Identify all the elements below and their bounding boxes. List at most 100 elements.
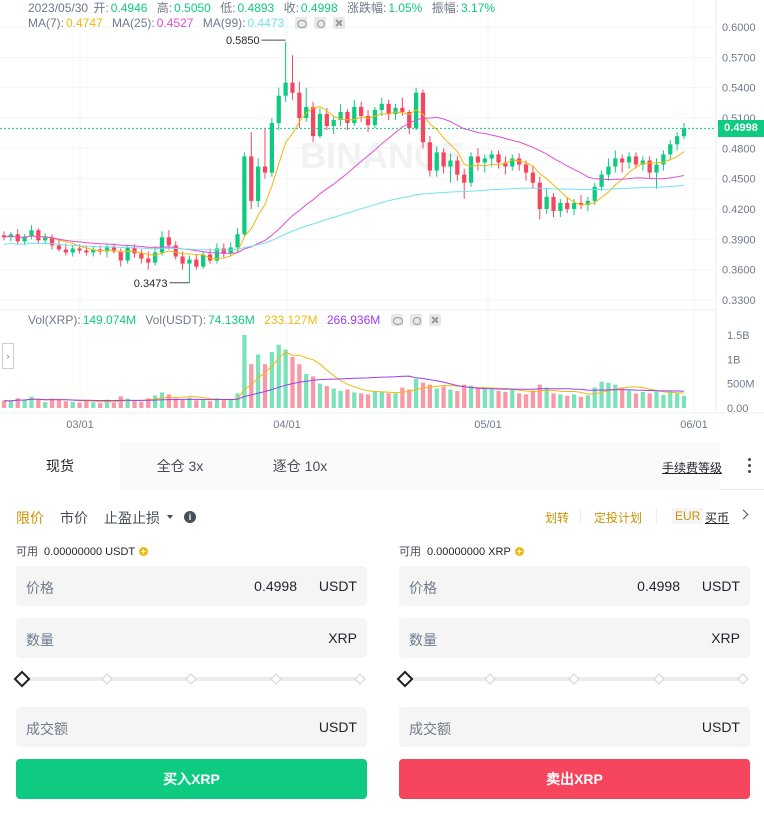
buy-quantity-field[interactable]: 数量 XRP: [16, 618, 367, 658]
ma-visibility-icon[interactable]: [294, 17, 307, 29]
candle-body: [633, 156, 639, 165]
volume-bar: [91, 402, 96, 408]
candle-body: [290, 82, 295, 93]
buy-total-field[interactable]: 成交额 USDT: [16, 707, 367, 747]
change-value: 1.05%: [388, 1, 423, 15]
candle-body: [668, 144, 673, 155]
volume-bar: [441, 386, 446, 408]
kline-chart[interactable]: 0.6000 0.5700 0.5400 0.5100 0.4800 0.4500 0.42…: [0, 0, 764, 440]
auto-invest-link[interactable]: 定投计划: [594, 511, 643, 525]
volume-bar: [262, 364, 268, 408]
candle-body: [111, 247, 117, 252]
candle-body: [606, 166, 611, 175]
candle-body: [441, 152, 446, 167]
candle-body: [475, 156, 481, 163]
tab-spot[interactable]: 现货: [0, 442, 120, 490]
info-icon[interactable]: i: [184, 511, 196, 523]
slider-handle[interactable]: [396, 670, 414, 688]
candle-body: [489, 154, 494, 159]
volume-bar: [427, 384, 432, 408]
candle-body: [599, 174, 604, 187]
candle-body: [482, 158, 487, 163]
volume-bar: [15, 398, 20, 408]
candle-body: [448, 160, 453, 167]
volume-bar: [620, 387, 625, 408]
slider-handle[interactable]: [13, 670, 31, 688]
order-type-tpsl[interactable]: 止盈止损: [104, 510, 160, 526]
sell-available-value: 0.00000000 XRP: [427, 546, 511, 558]
buy-crypto-link[interactable]: 买币: [705, 511, 730, 525]
volume-bar: [372, 390, 378, 408]
candle-body: [324, 113, 329, 127]
sell-total-field[interactable]: 成交额 USDT: [399, 707, 750, 747]
fee-level-link[interactable]: 手续费等级: [661, 461, 722, 475]
vol-visibility-icon[interactable]: [390, 314, 403, 326]
sell-button[interactable]: 卖出XRP: [399, 759, 750, 799]
chevron-right-icon[interactable]: [738, 509, 749, 520]
currency-badge[interactable]: EUR: [672, 508, 704, 524]
sell-percent-slider[interactable]: [396, 669, 749, 689]
candle-body: [661, 154, 666, 165]
order-type-market[interactable]: 市价: [60, 510, 88, 526]
candle-body: [36, 230, 41, 241]
volume-bar: [214, 398, 220, 408]
candle-body: [118, 251, 123, 261]
candle-body: [262, 166, 268, 173]
vol-close-icon[interactable]: [428, 314, 441, 326]
high-value: 0.5050: [174, 1, 211, 15]
candle-body: [166, 237, 171, 246]
volume-bar: [633, 393, 639, 408]
volume-bar: [201, 399, 206, 408]
candle-body: [77, 248, 82, 251]
chevron-down-icon[interactable]: [167, 515, 173, 519]
tab-isolated-10x[interactable]: 逐仓 10x: [272, 458, 328, 474]
volume-bar: [166, 394, 171, 408]
deposit-plus-icon[interactable]: [139, 547, 149, 556]
volume-bar: [647, 393, 652, 408]
buy-percent-slider[interactable]: [13, 669, 366, 689]
buy-available-value: 0.00000000 USDT: [44, 546, 136, 558]
ma-settings-icon[interactable]: [313, 17, 326, 29]
volume-bar: [489, 389, 494, 408]
deposit-plus-icon[interactable]: [514, 547, 524, 556]
candle-body: [496, 154, 501, 163]
ma-close-icon[interactable]: [332, 17, 345, 29]
buy-price-value: 0.4998: [254, 578, 297, 594]
volume-bar: [77, 402, 82, 408]
transfer-link[interactable]: 划转: [545, 511, 570, 525]
buy-price-field[interactable]: 价格 0.4998 USDT: [16, 566, 367, 606]
candle-body: [571, 202, 577, 209]
order-type-limit[interactable]: 限价: [16, 510, 44, 526]
sell-price-field[interactable]: 价格 0.4998 USDT: [399, 566, 750, 606]
volume-bar: [132, 401, 137, 408]
candle-body: [228, 247, 233, 254]
ohlc-header: 2023/05/30 开: 0.4946 高: 0.5050 低: 0.4893 收:…: [28, 1, 496, 15]
volume-bar: [675, 393, 680, 408]
candle-body: [407, 111, 412, 129]
candle-body: [427, 142, 432, 171]
volume-bar: [283, 349, 288, 408]
volume-bar: [242, 335, 247, 408]
volume-bar: [187, 397, 192, 408]
buy-button[interactable]: 买入XRP: [16, 759, 367, 799]
candle-body: [640, 160, 645, 165]
sell-quantity-field[interactable]: 数量 XRP: [399, 618, 750, 658]
candle-body: [249, 156, 254, 201]
candle-body: [276, 95, 281, 124]
volume-bar: [317, 383, 323, 408]
volume-bar: [661, 394, 666, 408]
volume-bar: [517, 393, 522, 408]
volume-bar: [407, 389, 412, 408]
volume-bar: [139, 401, 144, 408]
candle-body: [352, 106, 357, 124]
candle-body: [29, 230, 34, 237]
panel-toggle-icon[interactable]: ›: [2, 343, 14, 369]
tab-cross-3x[interactable]: 全仓 3x: [156, 458, 204, 474]
kline-svg[interactable]: 0.60000.57000.54000.51000.48000.45000.42…: [0, 0, 764, 440]
volume-bar: [249, 364, 254, 408]
candle-body: [647, 160, 652, 173]
vol-settings-icon[interactable]: [409, 314, 422, 326]
volume-bar: [537, 384, 542, 408]
ma99-value: 0.4473: [247, 16, 285, 30]
more-options-icon[interactable]: [748, 458, 752, 474]
